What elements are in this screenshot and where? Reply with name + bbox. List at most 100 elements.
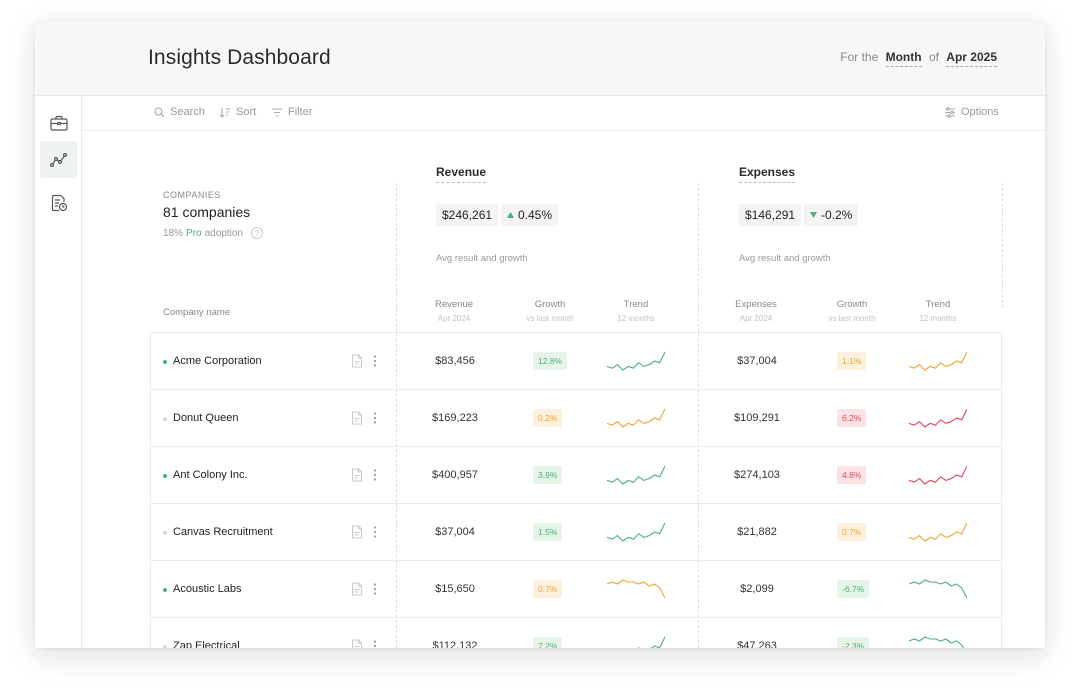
- company-name[interactable]: Acoustic Labs: [173, 583, 242, 595]
- period-prefix: For the: [840, 50, 879, 64]
- sidebar-item-insights[interactable]: [40, 141, 77, 178]
- column-revenue-trend[interactable]: Trend 12 months: [596, 299, 676, 323]
- table-row[interactable]: Donut Queen $169,223 0.2% $109,291 6.2%: [151, 390, 1001, 447]
- column-expenses-growth[interactable]: Growth vs last month: [812, 299, 892, 323]
- expenses-growth-badge: 1.1%: [837, 352, 867, 370]
- status-dot: [163, 417, 167, 421]
- expenses-growth-badge: 6.2%: [837, 409, 867, 427]
- toolbar: Search Sort Filter Options: [82, 96, 1045, 131]
- document-icon[interactable]: [351, 468, 363, 487]
- period-unit-dropdown[interactable]: Month: [885, 50, 922, 67]
- more-options-icon[interactable]: [373, 411, 377, 430]
- sort-label: Sort: [236, 106, 257, 118]
- document-icon[interactable]: [351, 582, 363, 601]
- right-divider: [1002, 183, 1003, 308]
- expenses-trend-sparkline: [909, 636, 964, 648]
- revenue-trend-sparkline: [607, 522, 665, 542]
- companies-label: COMPANIES: [163, 190, 221, 200]
- options-label: Options: [961, 106, 999, 118]
- expenses-trend-sparkline: [909, 465, 967, 485]
- column-expenses-label: Expenses: [735, 299, 777, 310]
- expenses-value: $2,099: [740, 583, 774, 595]
- header: Insights Dashboard For the Month of Apr …: [35, 20, 1045, 96]
- expenses-section-title[interactable]: Expenses: [739, 165, 796, 183]
- expenses-value: $47,263: [737, 640, 777, 648]
- document-icon[interactable]: [351, 525, 363, 544]
- expenses-growth-badge: 0.7%: [837, 523, 867, 541]
- column-revenue-label: Revenue: [434, 299, 474, 310]
- line-chart-icon: [49, 152, 67, 167]
- table-row[interactable]: Acoustic Labs $15,650 0.7% $2,099 -6.7%: [151, 561, 1001, 618]
- help-icon[interactable]: ?: [250, 227, 263, 239]
- column-revenue-growth[interactable]: Growth vs last month: [510, 299, 590, 323]
- adoption-suffix: adoption: [204, 227, 243, 239]
- expenses-trend-sparkline: [909, 522, 967, 542]
- status-dot: [163, 360, 167, 364]
- revenue-growth-badge: 0.2%: [533, 409, 563, 427]
- column-expenses[interactable]: Expenses Apr 2024: [716, 299, 796, 323]
- revenue-section-title[interactable]: Revenue: [436, 165, 487, 183]
- arrow-down-icon: [810, 212, 817, 218]
- revenue-sub: Avg result and growth: [436, 253, 528, 264]
- more-options-icon[interactable]: [373, 639, 377, 648]
- company-name[interactable]: Canvas Recruitment: [173, 526, 273, 538]
- revenue-growth-badge: 0.7%: [533, 580, 563, 598]
- table-row[interactable]: Canvas Recruitment $37,004 1.5% $21,882 …: [151, 504, 1001, 561]
- more-options-icon[interactable]: [373, 582, 377, 601]
- table-row[interactable]: Zap Electrical $112,132 7.2% $47,263 -2.…: [151, 618, 1001, 648]
- column-expenses-trend[interactable]: Trend 12 months: [898, 299, 978, 323]
- revenue-trend-sparkline: [607, 465, 665, 485]
- company-name[interactable]: Donut Queen: [173, 412, 239, 424]
- search-icon: [154, 106, 165, 117]
- document-icon[interactable]: [351, 639, 363, 648]
- revenue-value: $169,223: [432, 412, 478, 424]
- document-icon[interactable]: [351, 354, 363, 373]
- table-row[interactable]: Ant Colony Inc. $400,957 3.9% $274,103 4…: [151, 447, 1001, 504]
- column-rev-trend-label: Trend: [623, 299, 649, 310]
- company-name[interactable]: Acme Corporation: [173, 355, 262, 367]
- expenses-value: $37,004: [737, 355, 777, 367]
- table-row[interactable]: Acme Corporation $83,456 12.8% $37,004 1…: [151, 333, 1001, 390]
- revenue-value: $83,456: [435, 355, 475, 367]
- document-clock-icon: [51, 194, 67, 211]
- expenses-growth-badge: -6.7%: [837, 580, 870, 598]
- filter-label: Filter: [288, 106, 313, 118]
- company-name[interactable]: Ant Colony Inc.: [173, 469, 248, 481]
- status-dot: [163, 531, 167, 535]
- page-title: Insights Dashboard: [148, 46, 331, 69]
- sidebar-item-portfolio[interactable]: [40, 104, 77, 141]
- revenue-avg-value: $246,261: [436, 204, 499, 226]
- period-value-dropdown[interactable]: Apr 2025: [946, 50, 997, 67]
- more-options-icon[interactable]: [373, 468, 377, 487]
- column-exp-growth-label: Growth: [836, 299, 868, 310]
- column-revenue[interactable]: Revenue Apr 2024: [414, 299, 494, 323]
- sort-button[interactable]: Sort: [219, 106, 256, 118]
- expenses-value: $274,103: [734, 469, 780, 481]
- column-exp-growth-sub: vs last month: [828, 314, 876, 323]
- insights-content: COMPANIES 81 companies 18% Pro adoption …: [82, 131, 1045, 648]
- document-icon[interactable]: [351, 411, 363, 430]
- company-name[interactable]: Zap Electrical: [173, 640, 240, 648]
- column-revenue-sub: Apr 2024: [437, 314, 471, 323]
- revenue-growth-badge: 3.9%: [533, 466, 563, 484]
- search-button[interactable]: Search: [154, 106, 205, 118]
- sidebar-item-reports[interactable]: [40, 184, 77, 221]
- more-options-icon[interactable]: [373, 354, 377, 373]
- revenue-growth-badge: 1.5%: [533, 523, 563, 541]
- period-mid: of: [928, 50, 939, 64]
- revenue-divider: [396, 183, 397, 648]
- expenses-growth-badge: -2.3%: [837, 637, 870, 648]
- revenue-value: $112,132: [432, 640, 478, 648]
- column-company-name[interactable]: Company name: [163, 307, 231, 318]
- period-selector: For the Month of Apr 2025: [840, 50, 1001, 67]
- sliders-icon: [945, 106, 955, 118]
- revenue-growth-badge: 12.8%: [533, 352, 568, 370]
- more-options-icon[interactable]: [373, 525, 377, 544]
- revenue-trend-sparkline: [607, 579, 665, 599]
- filter-button[interactable]: Filter: [271, 106, 312, 118]
- expenses-divider: [698, 183, 699, 648]
- expenses-avg-value: $146,291: [739, 204, 802, 226]
- options-button[interactable]: Options: [944, 106, 999, 118]
- column-expenses-sub: Apr 2024: [739, 314, 773, 323]
- expenses-trend-sparkline: [909, 351, 967, 371]
